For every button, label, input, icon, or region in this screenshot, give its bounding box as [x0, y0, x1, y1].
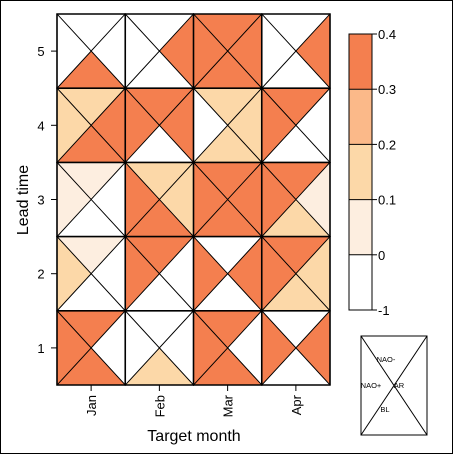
triangle-key: NAO- AR BL NAO+	[360, 335, 428, 436]
x-axis-title: Target month	[147, 428, 240, 445]
key-label-top: NAO-	[377, 355, 396, 364]
colorbar-segment	[349, 254, 372, 310]
colorbar-tick-label: 0.1	[378, 193, 396, 208]
y-tick-label-3: 3	[37, 193, 44, 208]
x-tick-label-feb: Feb	[152, 395, 167, 417]
heatmap-grid	[56, 13, 331, 386]
colorbar-segment	[349, 89, 372, 145]
y-tick-label-1: 1	[37, 341, 44, 356]
colorbar-tick-label: 0.3	[378, 82, 396, 97]
colorbar: -1 0 0.1 0.2 0.3 0.4	[348, 27, 396, 318]
y-tick-label-5: 5	[37, 44, 44, 59]
colorbar-tick-label: 0.2	[378, 137, 396, 152]
y-tick-label-4: 4	[37, 118, 44, 133]
key-label-bottom: BL	[380, 405, 389, 414]
key-label-right: AR	[394, 381, 405, 390]
x-tick-label-jan: Jan	[84, 395, 99, 416]
y-axis-title: Lead time	[15, 165, 32, 235]
colorbar-tick-label: 0.4	[378, 27, 396, 42]
colorbar-tick-label: -1	[378, 303, 390, 318]
colorbar-segment	[349, 34, 372, 90]
key-diagonal-2	[360, 335, 428, 436]
y-tick-label-2: 2	[37, 267, 44, 282]
y-axis-ticks: 1 2 3 4 5	[37, 44, 57, 356]
heatmap-cells	[55, 12, 332, 387]
x-tick-label-apr: Apr	[289, 394, 304, 415]
x-axis-ticks: Jan Feb Mar Apr	[84, 385, 304, 417]
colorbar-segment	[349, 199, 372, 255]
colorbar-tick-label: 0	[378, 248, 385, 263]
colorbar-segment	[349, 144, 372, 200]
x-tick-label-mar: Mar	[221, 394, 236, 417]
key-label-left: NAO+	[361, 381, 382, 390]
